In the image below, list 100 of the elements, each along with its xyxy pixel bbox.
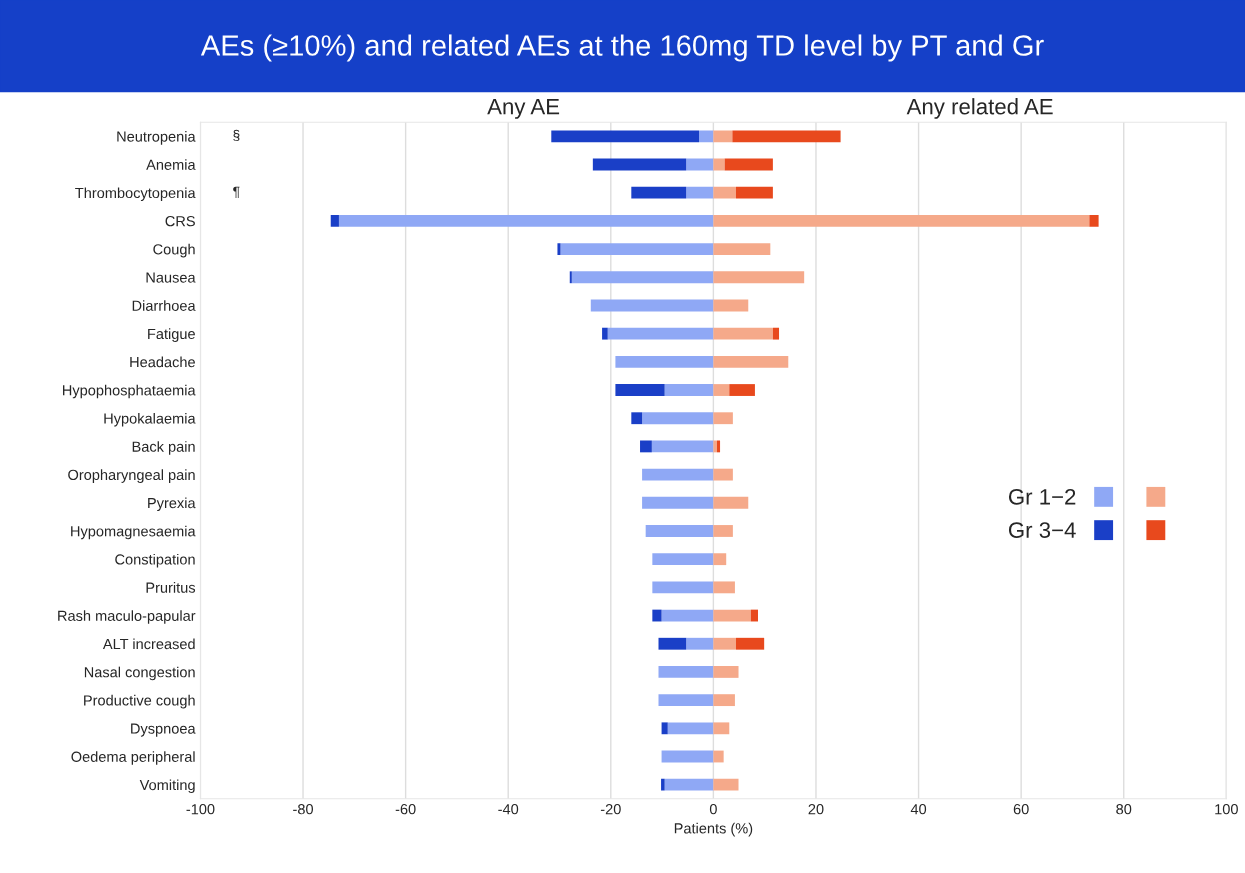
- bar: [713, 271, 805, 284]
- bar: [1089, 214, 1099, 227]
- bar: [571, 271, 714, 284]
- x-axis-title: Patients (%): [674, 822, 753, 837]
- bar: [713, 468, 733, 481]
- y-tick-label: Productive cough: [84, 694, 195, 709]
- bar: [667, 722, 714, 735]
- bar: [640, 440, 652, 453]
- y-tick-label: Nasal congestion: [84, 666, 195, 681]
- bar: [713, 581, 735, 594]
- bar: [713, 609, 751, 622]
- legend-label: Gr 1−2: [1008, 488, 1076, 505]
- y-tick-label: Oropharyngeal pain: [68, 469, 195, 483]
- text: Any AE: [487, 98, 560, 119]
- x-tick-label: -20: [600, 804, 621, 815]
- bar: [592, 158, 687, 171]
- bar: [560, 243, 714, 255]
- bar: [713, 327, 773, 340]
- y-tick-label: Pyrexia: [148, 497, 196, 512]
- bar: [551, 130, 700, 143]
- bar: [713, 750, 724, 763]
- bar: [732, 130, 841, 143]
- bar: [713, 553, 727, 566]
- bar: [713, 722, 730, 735]
- bar: [661, 609, 714, 622]
- chart-title: AEs (≥10%) and related AEs at the 160mg TD level by PT and Gr: [200, 34, 1044, 62]
- bar: [713, 666, 739, 678]
- bar: [602, 327, 608, 340]
- x-tick-label: 100: [1215, 804, 1238, 815]
- bar: [569, 271, 572, 284]
- bar: [658, 694, 714, 707]
- bar: [652, 609, 662, 622]
- bar: [686, 186, 714, 199]
- y-tick-label: CRS: [165, 215, 195, 227]
- bar: [735, 186, 773, 199]
- x-tick-label: 60: [1013, 804, 1029, 815]
- bar: [330, 214, 339, 227]
- y-tick-label: ALT increased: [102, 638, 195, 650]
- x-tick-label: -40: [498, 804, 519, 815]
- bar: [664, 778, 714, 791]
- bar: [686, 637, 714, 650]
- bar: [652, 553, 714, 566]
- y-tick-label: Headache: [130, 356, 195, 368]
- bar: [716, 440, 721, 453]
- y-tick-label: Oedema peripheral: [71, 751, 195, 765]
- x-tick-label: -80: [293, 804, 313, 815]
- bar: [651, 440, 714, 453]
- bar: [699, 130, 714, 143]
- bar: [713, 637, 736, 650]
- bar: [664, 384, 714, 396]
- bar: [713, 778, 739, 791]
- bar: [713, 158, 725, 171]
- x-tick-label: 0: [709, 804, 717, 815]
- bar: [615, 384, 665, 396]
- bar: [713, 384, 730, 396]
- annotation: §: [233, 129, 240, 142]
- bar: [713, 130, 733, 143]
- bar: [661, 750, 714, 763]
- y-tick-label: Hypomagnesaemia: [71, 525, 196, 540]
- x-tick-label: -60: [395, 804, 416, 815]
- bar: [607, 327, 714, 340]
- bar: [652, 581, 714, 594]
- bar: [557, 243, 561, 255]
- y-tick-label: Back pain: [132, 441, 195, 455]
- bar: [713, 440, 717, 453]
- x-tick-label: 40: [910, 804, 927, 815]
- legend-label: Gr 3−4: [1008, 522, 1076, 538]
- bar: [658, 666, 714, 678]
- y-tick-label: Rash maculo-papular: [58, 610, 196, 624]
- bar: [338, 214, 714, 227]
- y-tick-label: Nausea: [146, 272, 196, 283]
- bar: [713, 243, 771, 255]
- y-tick-label: Cough: [153, 243, 195, 258]
- y-tick-label: Diarrhoea: [132, 300, 196, 311]
- y-tick-label: Dyspnoea: [131, 723, 196, 737]
- y-tick-label: Vomiting: [139, 779, 195, 794]
- y-tick-label: Thrombocytopenia: [75, 187, 196, 202]
- annotation: ¶: [233, 186, 240, 199]
- bar: [772, 327, 780, 340]
- bar: [590, 299, 714, 312]
- bar: [713, 355, 789, 368]
- bar: [661, 778, 665, 791]
- bar: [713, 214, 1090, 227]
- bar: [713, 186, 736, 199]
- bar: [713, 412, 733, 425]
- bar: [642, 468, 714, 481]
- y-tick-label: Pruritus: [146, 582, 196, 593]
- bar: [713, 694, 735, 707]
- text: Any related AE: [906, 98, 1053, 119]
- y-tick-label: Anemia: [146, 159, 196, 170]
- bar: [713, 525, 733, 537]
- bar: [631, 412, 643, 425]
- x-tick-label: -100: [186, 804, 215, 815]
- bar: [631, 186, 687, 199]
- y-tick-label: Fatigue: [148, 328, 195, 342]
- bar: [686, 158, 714, 171]
- bar: [713, 496, 749, 509]
- bar: [724, 158, 773, 171]
- bar: [642, 412, 714, 425]
- x-tick-label: 20: [808, 804, 824, 815]
